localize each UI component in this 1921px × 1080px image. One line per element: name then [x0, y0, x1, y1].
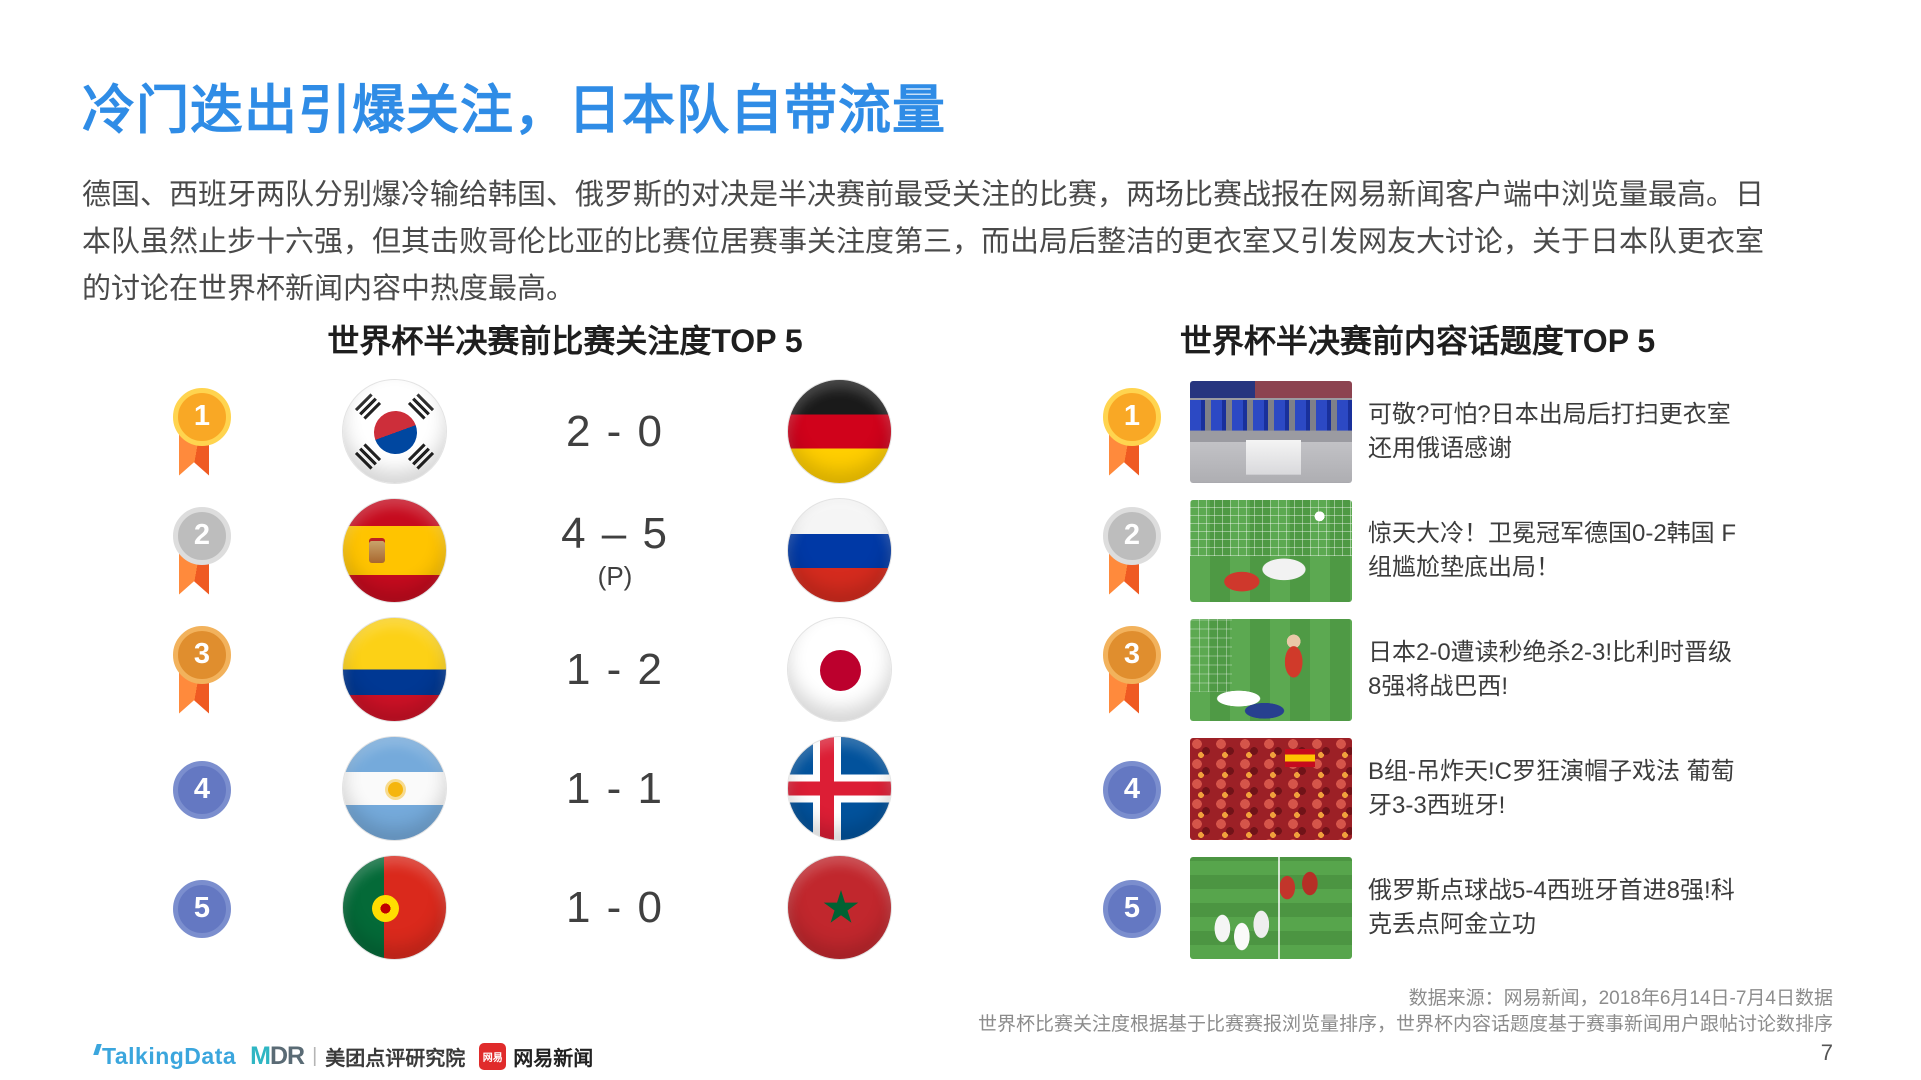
summary-line-1: 德国、西班牙两队分别爆冷输给韩国、俄罗斯的对决是半决赛前最受关注的比赛，两场比赛… [82, 179, 1765, 211]
match-row-2: 2 4 – 5 (P) [170, 491, 930, 610]
match-score: 1 - 1 [565, 763, 665, 813]
match-score-block: 4 – 5 (P) [480, 509, 750, 592]
page-title: 冷门迭出引爆关注，日本队自带流量 [82, 81, 946, 140]
news-row-4: 4 B组-吊炸天!C罗狂演帽子戏法 葡萄牙3-3西班牙! [1100, 729, 1780, 848]
morocco-star-icon [823, 890, 859, 923]
match-row-3: 3 1 - 2 [170, 610, 930, 729]
rank-number: 3 [1123, 638, 1141, 670]
sun-of-may-icon [388, 782, 403, 797]
match-row-4: 4 1 - 1 [170, 729, 930, 848]
footer-logos: TalkingData MDR | 美团点评研究院 网易 网易新闻 [93, 1042, 593, 1071]
summary-line-3: 的讨论在世界杯新闻内容中热度最高。 [82, 273, 576, 305]
rank-1-medal-icon: 1 [170, 386, 234, 478]
match-row-5: 5 1 - 0 [170, 848, 930, 967]
source-line-1: 数据来源：网易新闻，2018年6月14日-7月4日数据 [1408, 988, 1833, 1009]
rank-number: 3 [193, 638, 211, 670]
germany-korea-goal-photo [1190, 499, 1352, 602]
rank-number: 2 [1123, 519, 1141, 551]
match-score-block: 1 - 1 [480, 764, 750, 814]
news-headline: 可敬?可怕?日本出局后打扫更衣室 还用俄语感谢 [1368, 400, 1731, 462]
talkingdata-tick-icon [93, 1044, 102, 1055]
news-headline: 惊天大冷！卫冕冠军德国0-2韩国 F组尴尬垫底出局！ [1368, 519, 1737, 581]
rank-number: 2 [193, 519, 211, 551]
match-row-1: 1 2 - 0 [170, 372, 930, 491]
rank-number: 4 [1123, 773, 1141, 805]
japan-belgium-match-photo [1190, 618, 1352, 721]
news-row-1: 1 可敬?可怕?日本出局后打扫更衣室 还用俄语感谢 [1100, 372, 1780, 491]
match-score-block: 1 - 2 [480, 645, 750, 695]
rank-2-medal-icon: 2 [170, 505, 234, 597]
netease-news-logo: 网易 网易新闻 [479, 1042, 593, 1071]
match-ranking-title: 世界杯半决赛前比赛关注度TOP 5 [327, 323, 803, 359]
topic-ranking-title: 世界杯半决赛前内容话题度TOP 5 [1179, 323, 1656, 359]
flag-spain-icon [342, 498, 447, 603]
mdr-letters-dr: DR [269, 1042, 305, 1070]
topic-ranking-list: 1 可敬?可怕?日本出局后打扫更衣室 还用俄语感谢 2 惊天大冷！卫冕冠军德国0… [1100, 372, 1780, 967]
talkingdata-wordmark: TalkingData [102, 1043, 237, 1069]
summary-paragraph: 德国、西班牙两队分别爆冷输给韩国、俄罗斯的对决是半决赛前最受关注的比赛，两场比赛… [82, 172, 1782, 313]
rank-2-medal-icon: 2 [1100, 505, 1164, 597]
match-ranking-list: 1 2 - 0 2 4 – 5 (P) [170, 372, 930, 967]
flag-portugal-icon [342, 855, 447, 960]
news-headline: B组-吊炸天!C罗狂演帽子戏法 葡萄牙3-3西班牙! [1368, 757, 1735, 819]
news-row-3: 3 日本2-0遭读秒绝杀2-3!比利时晋级8强将战巴西! [1100, 610, 1780, 729]
spain-crest-icon [369, 541, 385, 563]
rank-5-badge-icon: 5 [170, 862, 234, 954]
match-score-block: 2 - 0 [480, 407, 750, 457]
meituan-research-label: 美团点评研究院 [325, 1048, 466, 1070]
summary-line-2: 本队虽然止步十六强，但其击败哥伦比亚的比赛位居赛事关注度第三，而出局后整洁的更衣… [82, 226, 1765, 258]
portugal-emblem-icon [372, 895, 399, 922]
match-score: 2 - 0 [565, 406, 665, 456]
news-row-2: 2 惊天大冷！卫冕冠军德国0-2韩国 F组尴尬垫底出局！ [1100, 491, 1780, 610]
netease-badge-icon: 网易 [479, 1043, 507, 1070]
taegeuk-icon [367, 404, 424, 461]
match-score-block: 1 - 0 [480, 883, 750, 933]
match-score: 1 - 2 [565, 644, 665, 694]
japan-locker-room-photo [1190, 380, 1352, 483]
flag-south-korea-icon [342, 379, 447, 484]
rank-3-medal-icon: 3 [170, 624, 234, 716]
news-headline: 日本2-0遭读秒绝杀2-3!比利时晋级8强将战巴西! [1368, 638, 1733, 700]
penalty-note: (P) [597, 561, 633, 591]
match-score: 1 - 0 [565, 882, 665, 932]
rank-4-badge-icon: 4 [1100, 743, 1164, 835]
rank-4-badge-icon: 4 [170, 743, 234, 835]
rank-1-medal-icon: 1 [1100, 386, 1164, 478]
match-score: 4 – 5 [561, 509, 669, 558]
flag-germany-icon [787, 379, 892, 484]
logo-divider: | [312, 1045, 318, 1067]
mdr-letter-m: M [250, 1042, 271, 1070]
flag-argentina-icon [342, 736, 447, 841]
news-headline: 俄罗斯点球战5-4西班牙首进8强!科克丢点阿金立功 [1368, 876, 1735, 938]
flag-japan-icon [787, 617, 892, 722]
hinomaru-icon [820, 650, 861, 691]
rank-number: 5 [1123, 892, 1141, 924]
flag-morocco-icon [787, 855, 892, 960]
flag-russia-icon [787, 498, 892, 603]
rank-number: 4 [193, 773, 211, 805]
flag-iceland-icon [787, 736, 892, 841]
russia-spain-penalties-photo [1190, 856, 1352, 959]
meituan-dianping-research-logo: MDR | 美团点评研究院 [250, 1042, 465, 1071]
source-line-2: 世界杯比赛关注度根据基于比赛赛报浏览量排序，世界杯内容话题度基于赛事新闻用户跟帖… [977, 1014, 1833, 1035]
rank-number: 5 [193, 892, 211, 924]
page-number: 7 [1820, 1040, 1833, 1065]
rank-number: 1 [193, 400, 211, 432]
portugal-spain-fans-photo [1190, 737, 1352, 840]
netease-news-label: 网易新闻 [513, 1048, 594, 1070]
rank-3-medal-icon: 3 [1100, 624, 1164, 716]
data-source-note: 数据来源：网易新闻，2018年6月14日-7月4日数据 世界杯比赛关注度根据基于… [978, 986, 1833, 1038]
flag-colombia-icon [342, 617, 447, 722]
rank-5-badge-icon: 5 [1100, 862, 1164, 954]
news-row-5: 5 俄罗斯点球战5-4西班牙首进8强!科克丢点阿金立功 [1100, 848, 1780, 967]
talkingdata-logo: TalkingData [93, 1043, 237, 1070]
rank-number: 1 [1123, 400, 1141, 432]
